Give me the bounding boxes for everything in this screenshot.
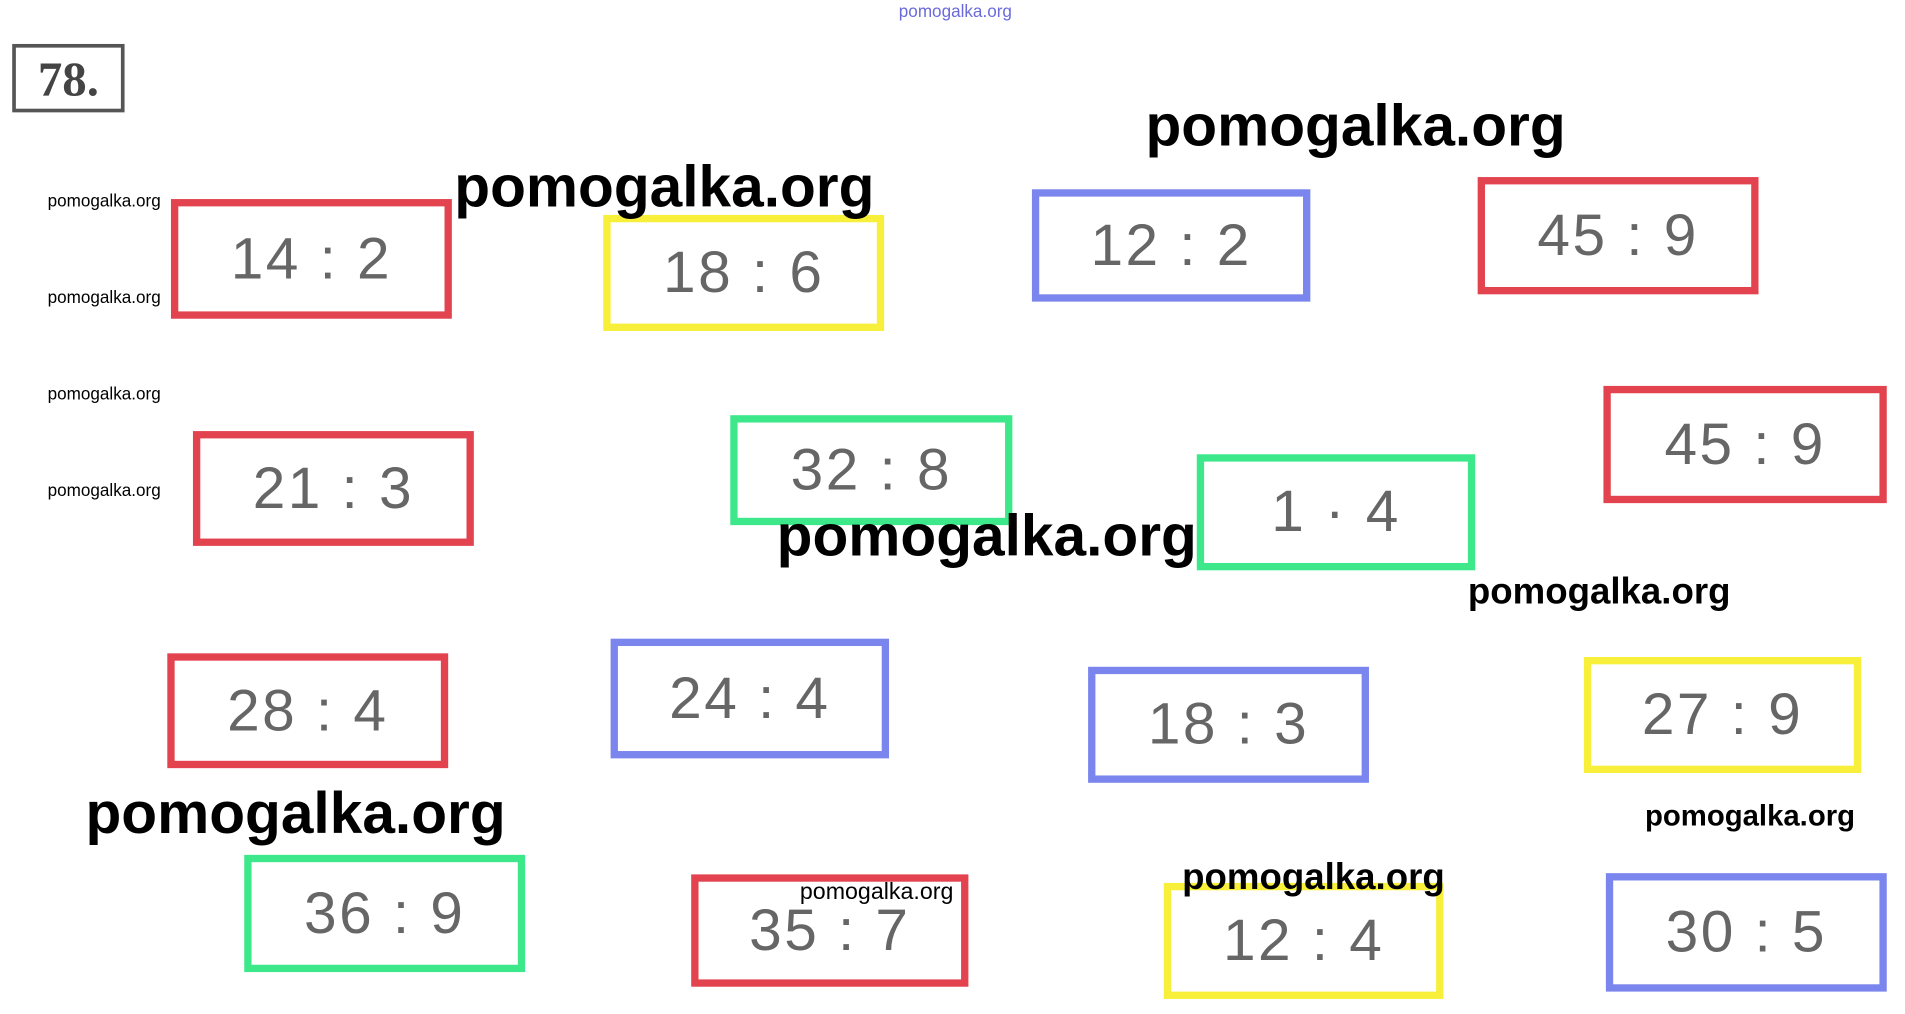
watermark: pomogalka.org xyxy=(776,504,1197,570)
watermark: pomogalka.org xyxy=(47,479,161,500)
watermark: pomogalka.org xyxy=(898,1,1012,21)
number-card: 45 : 9 xyxy=(1477,177,1759,295)
watermark: pomogalka.org xyxy=(454,155,875,220)
number-card: 27 : 9 xyxy=(1583,657,1862,774)
number-card: 28 : 4 xyxy=(167,653,449,769)
watermark: pomogalka.org xyxy=(47,286,161,307)
exercise-number: 78. xyxy=(12,43,125,113)
number-card: 24 : 4 xyxy=(610,638,890,759)
number-card: 12 : 4 xyxy=(1163,882,1444,999)
number-card: 18 : 6 xyxy=(603,214,885,331)
watermark: pomogalka.org xyxy=(47,383,161,403)
watermark: pomogalka.org xyxy=(799,879,954,905)
watermark: pomogalka.org xyxy=(47,190,161,211)
number-card: 12 : 2 xyxy=(1031,189,1311,302)
number-card: 21 : 3 xyxy=(192,431,474,546)
watermark: pomogalka.org xyxy=(1145,94,1566,159)
number-card: 35 : 7 xyxy=(691,874,969,987)
number-card: 36 : 9 xyxy=(244,854,526,973)
watermark: pomogalka.org xyxy=(1467,571,1731,612)
watermark: pomogalka.org xyxy=(1644,799,1856,833)
number-card: 14 : 2 xyxy=(170,199,452,319)
number-card: 30 : 5 xyxy=(1605,873,1887,992)
watermark: pomogalka.org xyxy=(85,781,506,847)
number-card: 45 : 9 xyxy=(1603,385,1887,504)
number-card: 32 : 8 xyxy=(730,415,1013,526)
watermark: pomogalka.org xyxy=(1182,857,1445,898)
number-card: 18 : 3 xyxy=(1088,666,1369,783)
number-card: 1 · 4 xyxy=(1196,454,1476,571)
